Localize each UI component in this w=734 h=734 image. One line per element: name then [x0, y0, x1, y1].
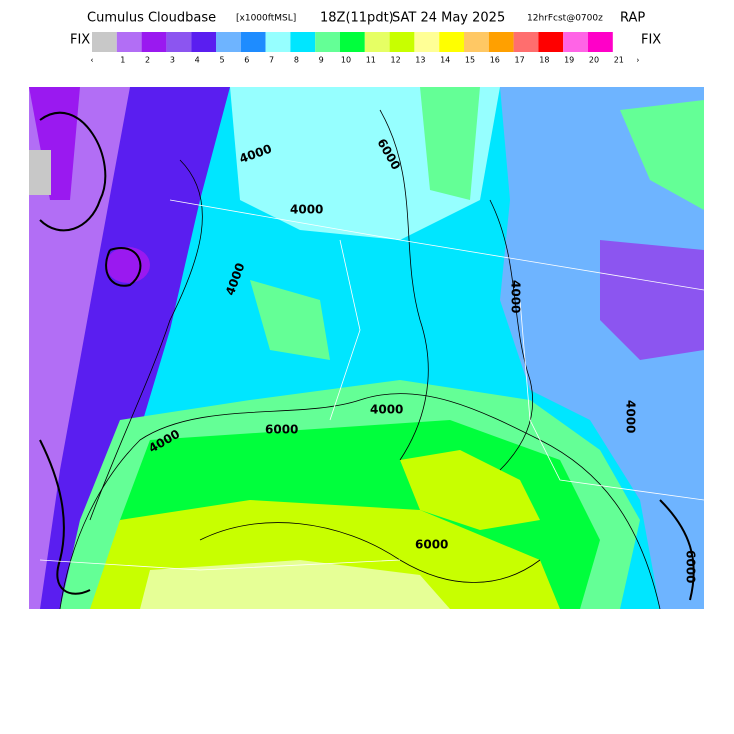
header: Cumulus Cloudbase [x1000ftMSL] 18Z(11pdt…: [87, 11, 645, 26]
colorbar-label: 21: [614, 56, 624, 65]
color-swatch: [240, 32, 266, 52]
model: RAP: [620, 11, 645, 26]
fix-left: FIX: [70, 33, 90, 48]
contour-label: 4000: [509, 280, 523, 313]
border: [329, 239, 361, 421]
colorbar-label: 5: [219, 56, 224, 65]
forecast: 12hrFcst@0700z: [527, 14, 603, 24]
color-swatch: [315, 32, 340, 52]
region: [29, 150, 51, 195]
color-swatch: [364, 32, 390, 52]
color-swatch: [141, 32, 167, 52]
contour-label: 4000: [624, 400, 638, 433]
contour: [105, 247, 142, 287]
colorbar-label: ‹: [90, 56, 93, 65]
map: 4000 4000 4000 4000 4000 4000 6000 6000 …: [29, 87, 704, 609]
contour: [659, 499, 695, 601]
contour-label: 6000: [265, 423, 298, 437]
colorbar: ‹ 1 2 3 4 5 6 7 8 9 10 11 12 13 14 15 16 17 18 19 20 21 ›: [90, 32, 639, 65]
color-swatch: [464, 32, 489, 52]
contour-label: 6000: [415, 538, 448, 552]
region: [620, 100, 704, 210]
region: [106, 247, 150, 283]
colorbar-label: 16: [490, 56, 500, 65]
border: [519, 299, 704, 501]
border: [169, 199, 704, 291]
region: [400, 450, 540, 530]
region: [420, 87, 480, 200]
contour-label: 4000: [370, 403, 403, 417]
colorbar-label: 2: [145, 56, 150, 65]
color-swatch: [191, 32, 216, 52]
contour: [59, 393, 661, 609]
contour-label: 4000: [290, 203, 323, 217]
fix-right: FIX: [641, 33, 661, 48]
contour: [489, 199, 534, 471]
colorbar-label: 9: [319, 56, 324, 65]
color-swatch: [563, 32, 588, 52]
colorbar-label: ›: [636, 56, 639, 65]
region: [600, 240, 704, 360]
units: [x1000ftMSL]: [236, 14, 296, 24]
title: Cumulus Cloudbase: [87, 11, 216, 26]
color-swatch: [92, 32, 117, 52]
colorbar-label: 3: [170, 56, 175, 65]
region: [500, 87, 704, 609]
color-swatch: [340, 32, 365, 52]
valid-time: 18Z(11pdt): [320, 11, 394, 26]
region: [140, 560, 450, 609]
colorbar-label: 10: [341, 56, 351, 65]
contour: [39, 111, 107, 232]
colorbar-label: 17: [515, 56, 525, 65]
colorbar-label: 11: [366, 56, 376, 65]
color-swatch: [290, 32, 316, 52]
colorbar-label: 7: [269, 56, 274, 65]
colorbar-label: 4: [195, 56, 200, 65]
region: [29, 87, 80, 200]
colorbar-label: 14: [440, 56, 450, 65]
colorbar-label: 12: [391, 56, 401, 65]
color-swatch: [389, 32, 415, 52]
color-swatch: [216, 32, 241, 52]
region: [29, 87, 130, 609]
color-swatch: [414, 32, 440, 52]
date: SAT 24 May 2025: [392, 11, 505, 26]
color-swatch: [513, 32, 539, 52]
colorbar-label: 15: [465, 56, 475, 65]
color-swatch: [439, 32, 464, 52]
color-swatch: [488, 32, 514, 52]
colorbar-label: 8: [294, 56, 299, 65]
color-swatch: [166, 32, 192, 52]
color-swatch: [116, 32, 142, 52]
contour-label: 6000: [684, 550, 698, 583]
border: [39, 559, 401, 571]
contour: [379, 109, 429, 461]
colorbar-label: 18: [539, 56, 549, 65]
color-swatch: [265, 32, 291, 52]
color-swatch: [538, 32, 564, 52]
colorbar-label: 6: [244, 56, 249, 65]
colorbar-label: 1: [120, 56, 125, 65]
contour: [39, 439, 91, 595]
region: [250, 280, 330, 360]
color-swatch: [588, 32, 613, 52]
contour: [89, 159, 203, 521]
colorbar-label: 13: [415, 56, 425, 65]
colorbar-label: 20: [589, 56, 599, 65]
colorbar-label: 19: [564, 56, 574, 65]
